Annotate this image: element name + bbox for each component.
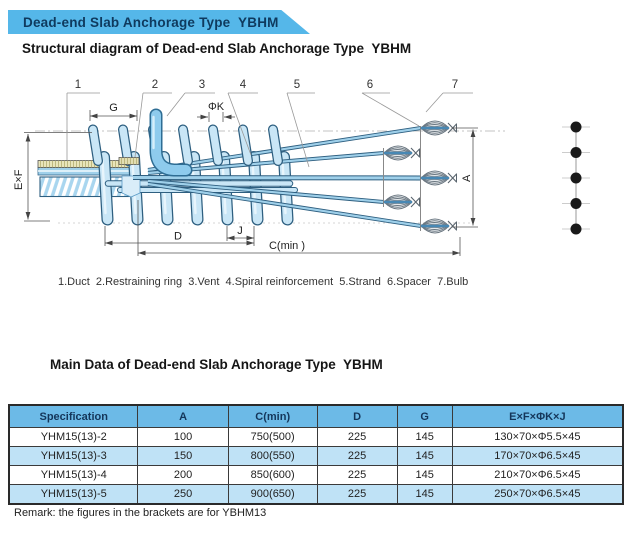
cell-cmin: 850(600) — [227, 465, 318, 485]
banner-title: Dead-end Slab Anchorage Type YBHM — [23, 14, 279, 30]
cell-a: 150 — [137, 446, 229, 466]
callout-7: 7 — [452, 79, 458, 91]
section-banner: Dead-end Slab Anchorage Type YBHM — [8, 10, 310, 34]
cell-cmin: 750(500) — [227, 427, 318, 447]
cell-d: 225 — [316, 465, 398, 485]
cell-d: 225 — [316, 427, 398, 447]
col-header-cmin: C(min) — [227, 404, 318, 428]
vent-tube — [149, 108, 193, 177]
parts-legend: 1.Duct 2.Restraining ring 3.Vent 4.Spira… — [58, 276, 469, 288]
main-data-table: Specification A C(min) D G E×F×ΦK×J YHM1… — [8, 404, 624, 505]
table-header-row: Specification A C(min) D G E×F×ΦK×J — [8, 404, 624, 428]
table-row: YHM15(13)-4 200 850(600) 225 145 210×70×… — [8, 465, 624, 485]
callout-5: 5 — [294, 79, 300, 91]
cell-cmin: 900(650) — [227, 484, 318, 505]
dimension-labels: G ΦK E×F A D J C(min ) — [13, 101, 473, 252]
callout-1: 1 — [75, 79, 81, 91]
restraining-ring — [118, 157, 140, 165]
callout-2: 2 — [152, 79, 158, 91]
structural-diagram: G ΦK E×F A D J C(min ) 1 2 3 4 5 6 7 — [13, 79, 590, 256]
dim-g: G — [109, 102, 118, 114]
end-view — [562, 121, 590, 235]
cell-d: 225 — [316, 484, 398, 505]
cell-g: 145 — [396, 427, 453, 447]
spiral-reinforcement-upper — [88, 124, 283, 166]
table-remark: Remark: the figures in the brackets are … — [14, 507, 267, 519]
col-header-a: A — [137, 404, 229, 428]
callout-6: 6 — [367, 79, 373, 91]
table-title: Main Data of Dead-end Slab Anchorage Typ… — [50, 357, 383, 372]
dim-phik: ΦK — [208, 101, 225, 113]
callout-4: 4 — [240, 79, 247, 91]
diagram-title: Structural diagram of Dead-end Slab Anch… — [22, 41, 412, 56]
table-row: YHM15(13)-5 250 900(650) 225 145 250×70×… — [8, 484, 624, 505]
col-header-d: D — [316, 404, 398, 428]
callout-3: 3 — [199, 79, 205, 91]
cell-exfk: 210×70×Φ6.5×45 — [451, 465, 624, 485]
table-row: YHM15(13)-3 150 800(550) 225 145 170×70×… — [8, 446, 624, 466]
cell-a: 200 — [137, 465, 229, 485]
cell-a: 100 — [137, 427, 229, 447]
dim-a: A — [461, 174, 473, 182]
dim-cmin: C(min ) — [269, 240, 305, 252]
cell-d: 225 — [316, 446, 398, 466]
col-header-exfk: E×F×ΦK×J — [451, 404, 624, 428]
dim-j: J — [237, 225, 243, 237]
cell-g: 145 — [396, 465, 453, 485]
cell-spec: YHM15(13)-3 — [8, 446, 139, 466]
cell-exfk: 170×70×Φ6.5×45 — [451, 446, 624, 466]
dim-exf: E×F — [13, 169, 25, 190]
col-header-specification: Specification — [8, 404, 139, 428]
cell-a: 250 — [137, 484, 229, 505]
cell-cmin: 800(550) — [227, 446, 318, 466]
col-header-g: G — [396, 404, 453, 428]
spacers — [383, 126, 421, 231]
cell-exfk: 250×70×Φ6.5×45 — [451, 484, 624, 505]
callout-numbers: 1 2 3 4 5 6 7 — [75, 79, 458, 91]
cell-spec: YHM15(13)-4 — [8, 465, 139, 485]
callout-leaders — [66, 92, 473, 168]
cell-spec: YHM15(13)-2 — [8, 427, 139, 447]
cell-g: 145 — [396, 484, 453, 505]
table-row: YHM15(13)-2 100 750(500) 225 145 130×70×… — [8, 427, 624, 447]
cell-spec: YHM15(13)-5 — [8, 484, 139, 505]
dim-d: D — [174, 231, 182, 243]
dimensions — [24, 110, 478, 256]
cell-exfk: 130×70×Φ5.5×45 — [451, 427, 624, 447]
cell-g: 145 — [396, 446, 453, 466]
